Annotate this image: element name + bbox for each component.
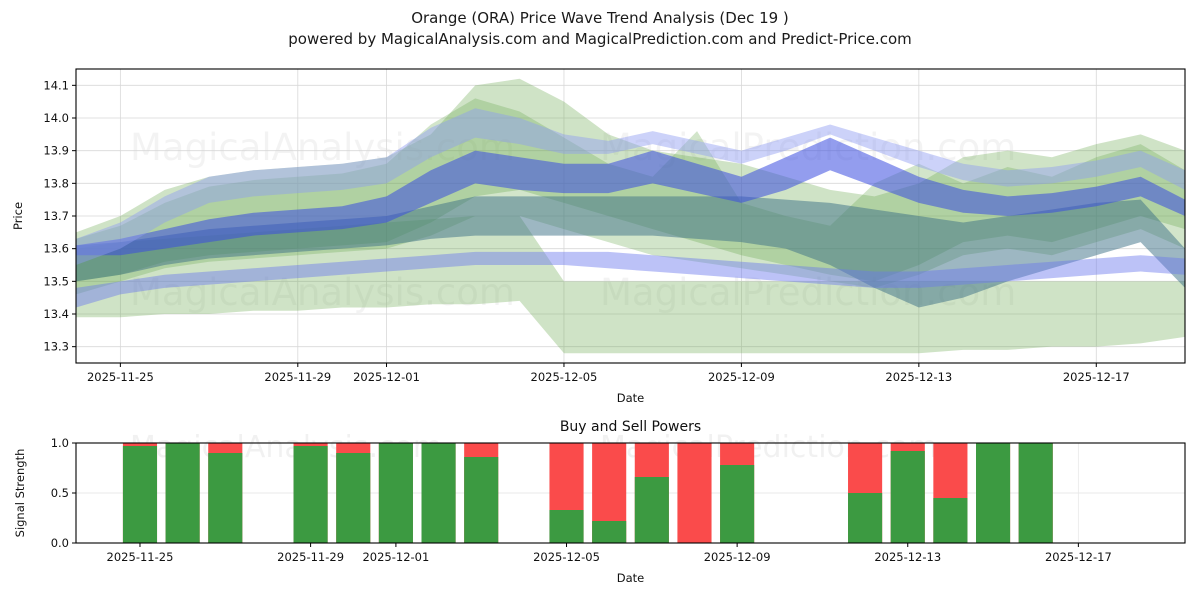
- bar-buy-power[interactable]: [592, 521, 627, 543]
- x-tick-label: 2025-11-25: [87, 370, 154, 384]
- bar-buy-power[interactable]: [933, 498, 968, 543]
- x-tick-label: 2025-12-05: [531, 370, 598, 384]
- y-axis: 13.3 13.4 13.5 13.6 13.7 13.8 13.9 14.0 14.1: [43, 78, 76, 354]
- bar-buy-power[interactable]: [165, 443, 200, 543]
- y-tick-label: 13.8: [43, 176, 69, 190]
- y-tick-label-lower: 0.0: [51, 536, 69, 550]
- y-tick-label: 13.5: [43, 274, 69, 288]
- y-axis-label: Price: [11, 202, 25, 230]
- x-tick-label-lower: 2025-12-01: [362, 550, 429, 564]
- bar-buy-power[interactable]: [848, 493, 883, 543]
- x-axis-label: Date: [617, 391, 645, 405]
- x-tick-label: 2025-12-09: [708, 370, 775, 384]
- bar-chart-title: Buy and Sell Powers: [560, 419, 701, 435]
- x-axis-label-lower: Date: [617, 571, 645, 585]
- y-tick-label-lower: 0.5: [51, 486, 69, 500]
- wave-band-lower-blue-band: [76, 251, 1185, 308]
- bar-buy-power[interactable]: [1018, 443, 1053, 543]
- y-tick-label: 14.1: [43, 78, 69, 92]
- y-tick-label: 13.9: [43, 144, 69, 158]
- page-title: Orange (ORA) Price Wave Trend Analysis (…: [411, 9, 789, 27]
- bar-buy-power[interactable]: [634, 477, 669, 543]
- x-axis: 2025-11-25 2025-11-29 2025-12-01 2025-12-05…: [87, 363, 1130, 384]
- bar-buy-power[interactable]: [549, 510, 584, 543]
- wave-band-blue-main-band: [76, 137, 1185, 256]
- y-tick-label: 14.0: [43, 111, 69, 125]
- wave-band-outer-green-lower: [76, 216, 1185, 354]
- watermark-group-lower: MagicalAnalysis.com MagicalPrediction.com: [130, 430, 938, 465]
- bar-buy-power[interactable]: [976, 443, 1011, 543]
- y-tick-label-lower: 1.0: [51, 436, 69, 450]
- x-tick-label-lower: 2025-11-25: [107, 550, 174, 564]
- bar-buy-power[interactable]: [890, 451, 925, 543]
- x-axis-lower: 2025-11-25 2025-11-29 2025-12-01 2025-12-05…: [107, 543, 1112, 564]
- x-tick-label-lower: 2025-12-17: [1045, 550, 1112, 564]
- y-tick-label: 13.4: [43, 307, 69, 321]
- bar-group: [122, 443, 1053, 543]
- wave-band-light-blue-upper-band: [76, 108, 1185, 265]
- title-block: Orange (ORA) Price Wave Trend Analysis (…: [0, 8, 1200, 50]
- price-wave-chart: MagicalAnalysis.comMagicalPrediction.com…: [11, 68, 1186, 405]
- x-tick-label: 2025-12-17: [1063, 370, 1130, 384]
- bar-buy-power[interactable]: [378, 443, 413, 543]
- y-tick-label: 13.3: [43, 340, 69, 354]
- x-tick-label-lower: 2025-12-09: [704, 550, 771, 564]
- svg-text:MagicalAnalysis.com: MagicalAnalysis.com: [130, 271, 515, 314]
- bar-buy-power[interactable]: [464, 457, 499, 543]
- bar-buy-power[interactable]: [293, 446, 328, 543]
- y-axis-label-lower: Signal Strength: [13, 449, 27, 538]
- x-tick-label: 2025-12-01: [353, 370, 420, 384]
- bar-buy-power[interactable]: [208, 453, 243, 543]
- bar-buy-power[interactable]: [720, 465, 755, 543]
- page-subtitle: powered by MagicalAnalysis.com and Magic…: [288, 30, 912, 48]
- bar-sell-power[interactable]: [677, 443, 712, 543]
- x-tick-label-lower: 2025-11-29: [277, 550, 344, 564]
- bar-buy-power[interactable]: [421, 443, 456, 543]
- x-tick-label: 2025-11-29: [264, 370, 331, 384]
- wave-bands: [76, 78, 1185, 354]
- x-tick-label-lower: 2025-12-05: [533, 550, 600, 564]
- y-tick-label: 13.6: [43, 242, 69, 256]
- x-tick-label: 2025-12-13: [885, 370, 952, 384]
- y-axis-lower: 0.0 0.5 1.0: [51, 436, 76, 550]
- y-tick-label: 13.7: [43, 209, 69, 223]
- bar-buy-power[interactable]: [336, 453, 371, 543]
- bar-buy-power[interactable]: [122, 446, 158, 543]
- x-tick-label-lower: 2025-12-13: [874, 550, 941, 564]
